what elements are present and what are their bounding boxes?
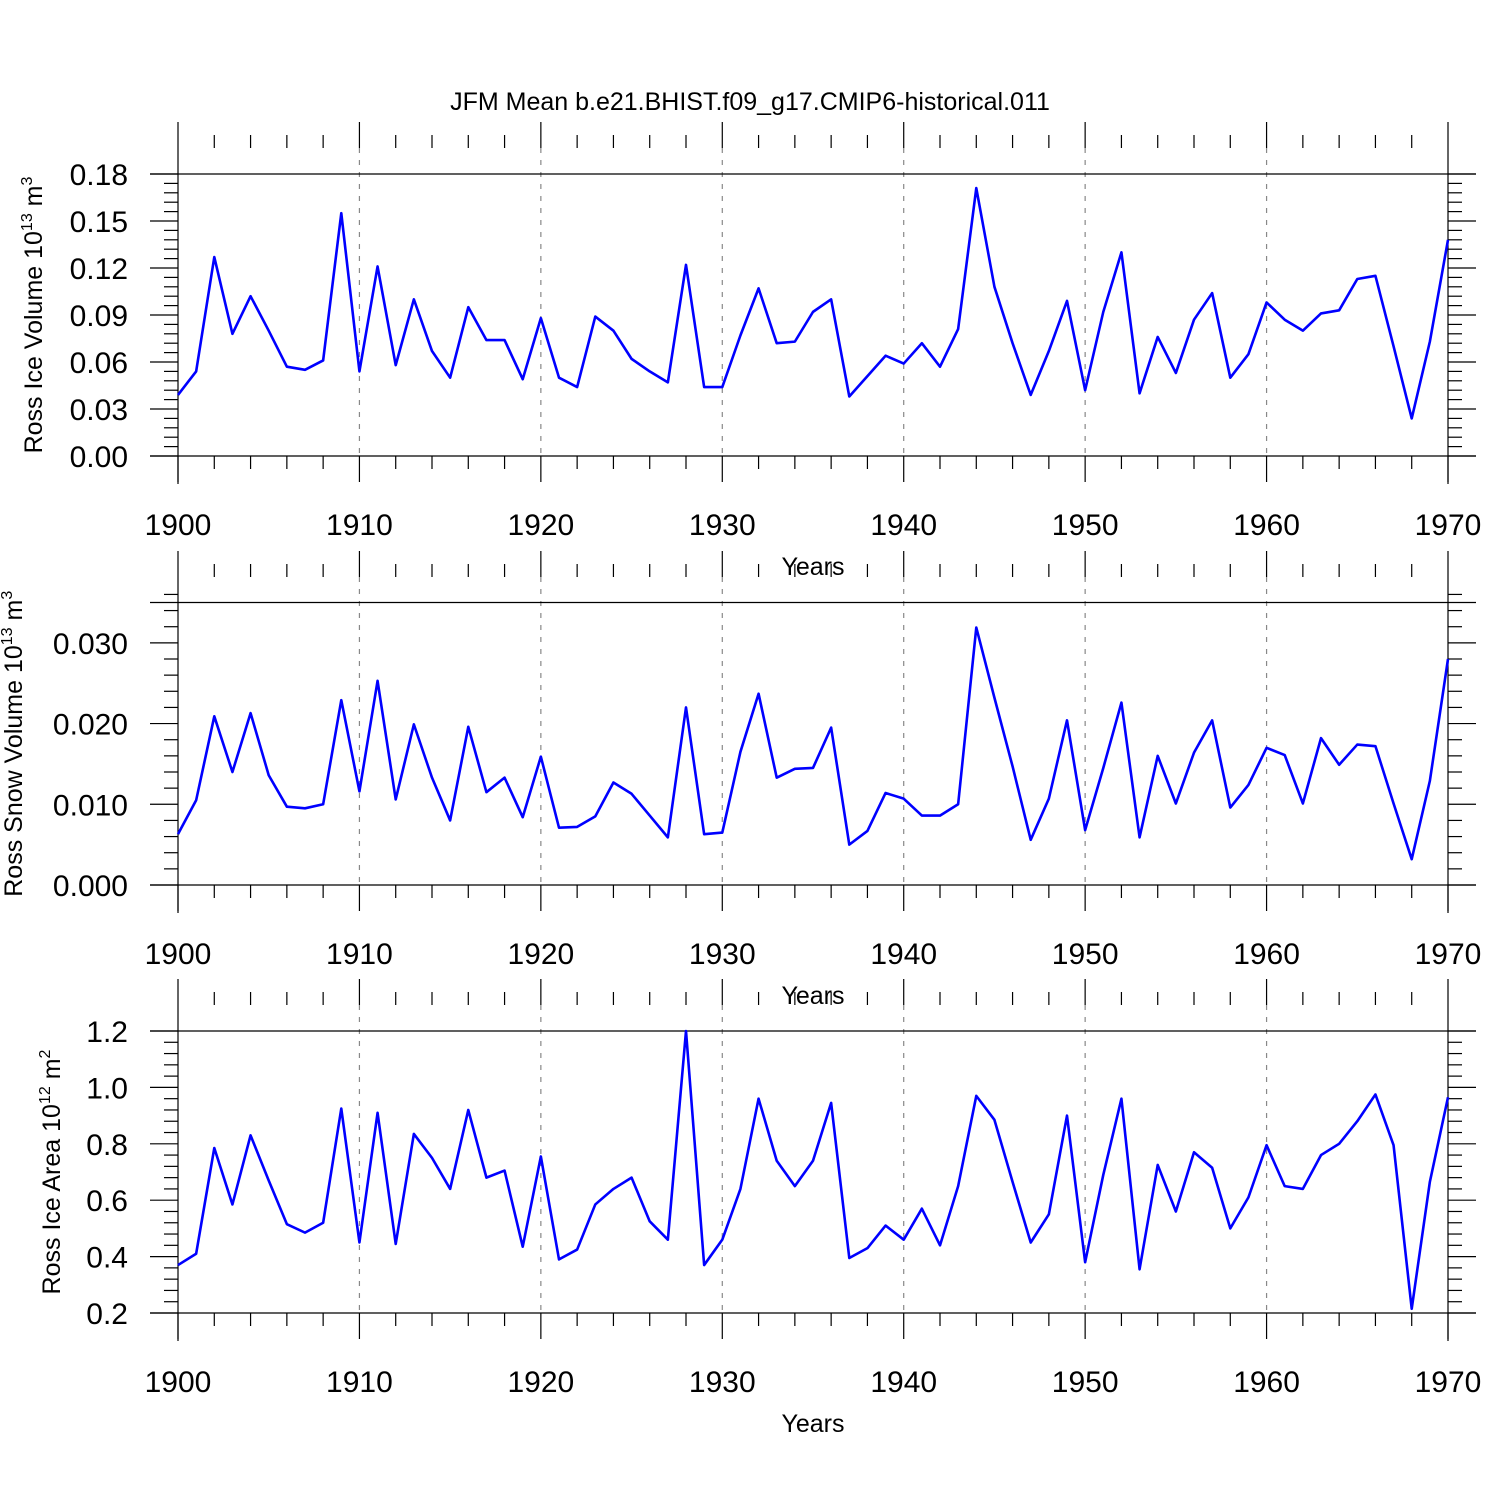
x-tick-label: 1910 — [326, 938, 393, 971]
chart-panels: 0.00 0.03 0.06 0.09 0.12 0.15 0.18 1900 1910 1920… — [0, 122, 1481, 1438]
x-tick-label: 1970 — [1415, 938, 1482, 971]
y-axis-title-exponent: 3 — [0, 591, 16, 600]
y-axis-title: Ross Snow Volume 1013 m3 — [0, 591, 28, 897]
y-axis-title-unit: m — [20, 185, 48, 213]
x-tick-label: 1950 — [1052, 509, 1119, 542]
x-axis-title: Years — [781, 553, 844, 581]
x-tick-label: 1920 — [507, 938, 574, 971]
x-tick-label: 1930 — [689, 938, 756, 971]
x-tick-label: 1950 — [1052, 938, 1119, 971]
y-tick-label: 0.09 — [70, 300, 128, 333]
y-axis-title-exponent: 3 — [19, 176, 36, 185]
x-tick-label: 1920 — [507, 509, 574, 542]
x-tick-label: 1970 — [1415, 509, 1482, 542]
y-tick-label: 0.00 — [70, 441, 128, 474]
x-tick-label: 1940 — [870, 938, 937, 971]
y-tick-label: 0.2 — [86, 1298, 128, 1331]
x-tick-label: 1940 — [870, 1366, 937, 1399]
x-tick-label: 1930 — [689, 1366, 756, 1399]
y-axis-title-text: Ross Ice Volume 10 — [20, 231, 48, 453]
y-tick-label: 0.15 — [70, 206, 128, 239]
y-axis-title-exponent: 13 — [19, 213, 36, 231]
x-tick-label: 1960 — [1233, 938, 1300, 971]
x-tick-label: 1970 — [1415, 1366, 1482, 1399]
chart-panel-3: 0.2 0.4 0.6 0.8 1.0 1.2 1900 1910 1920 1930 1940 19… — [37, 979, 1481, 1438]
y-tick-label: 0.8 — [86, 1129, 128, 1162]
y-tick-label: 0.4 — [86, 1242, 128, 1275]
x-tick-label: 1950 — [1052, 1366, 1119, 1399]
y-tick-label: 0.06 — [70, 347, 128, 380]
y-tick-label: 1.0 — [86, 1072, 128, 1105]
x-tick-label: 1900 — [145, 938, 212, 971]
y-tick-label: 1.2 — [86, 1016, 128, 1049]
y-axis-title-text: Ross Snow Volume 10 — [0, 645, 28, 897]
y-axis-title-exponent: 12 — [37, 1086, 54, 1104]
y-axis-title: Ross Ice Volume 1013 m3 — [19, 176, 48, 453]
y-axis-title-text: Ross Ice Area 10 — [38, 1104, 66, 1294]
y-tick-label: 0.18 — [70, 159, 128, 192]
x-tick-label: 1920 — [507, 1366, 574, 1399]
x-tick-label: 1940 — [870, 509, 937, 542]
y-tick-label: 0.020 — [53, 709, 128, 742]
chart-title: JFM Mean b.e21.BHIST.f09_g17.CMIP6-histo… — [450, 88, 1050, 116]
series-line-ross-ice-volume — [176, 186, 1450, 420]
y-axis-title: Ross Ice Area 1012 m2 — [37, 1049, 66, 1294]
x-axis-title: Years — [781, 982, 844, 1010]
y-axis-title-exponent: 13 — [0, 627, 16, 645]
series-line-ross-snow-volume — [176, 626, 1450, 861]
x-tick-label: 1900 — [145, 1366, 212, 1399]
y-tick-label: 0.03 — [70, 394, 128, 427]
x-tick-label: 1910 — [326, 509, 393, 542]
y-axis-title-exponent: 2 — [37, 1049, 54, 1058]
x-tick-label: 1910 — [326, 1366, 393, 1399]
series-line-ross-ice-area — [177, 1029, 1450, 1311]
chart-panel-2: 0.000 0.010 0.020 0.030 1900 1910 1920 1930 1940… — [0, 551, 1481, 1010]
x-axis-title: Years — [781, 1410, 844, 1438]
chart-panel-1: 0.00 0.03 0.06 0.09 0.12 0.15 0.18 1900 1910 1920… — [19, 122, 1481, 581]
y-axis-title-unit: m — [0, 600, 28, 628]
y-axis-title-unit: m — [38, 1058, 66, 1086]
y-tick-label: 0.000 — [53, 870, 128, 903]
x-tick-label: 1960 — [1233, 1366, 1300, 1399]
y-tick-label: 0.010 — [53, 789, 128, 822]
y-tick-label: 0.030 — [53, 628, 128, 661]
x-tick-label: 1960 — [1233, 509, 1300, 542]
y-tick-label: 0.12 — [70, 253, 128, 286]
x-tick-label: 1900 — [145, 509, 212, 542]
y-tick-label: 0.6 — [86, 1185, 128, 1218]
x-tick-label: 1930 — [689, 509, 756, 542]
